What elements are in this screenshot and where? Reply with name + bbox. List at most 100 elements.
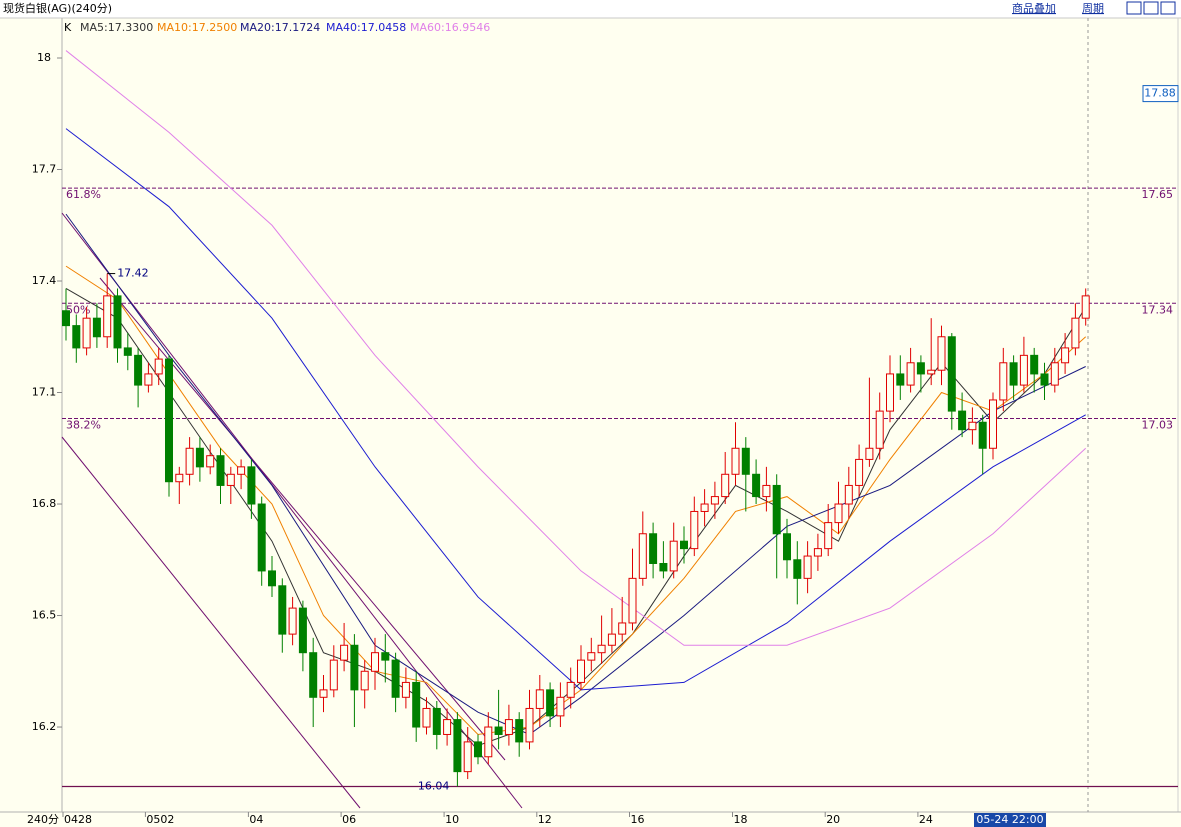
candle-body — [504, 719, 513, 735]
y-tick-label: 17.1 — [32, 386, 57, 399]
candle-body — [103, 295, 112, 338]
candle-body — [834, 503, 843, 524]
candle-body — [422, 707, 431, 728]
candle-body — [989, 399, 997, 449]
candle-body — [1009, 362, 1018, 386]
x-tick-label: 12 — [538, 813, 552, 826]
candle-body — [999, 362, 1008, 401]
candle-body — [371, 652, 379, 672]
candle-body — [515, 719, 524, 743]
candle-body — [803, 555, 812, 579]
candle-body — [1019, 354, 1028, 386]
candle-body — [978, 421, 987, 449]
candle-body — [350, 644, 359, 691]
price-box-label: 17.88 — [1144, 87, 1176, 100]
fib-value: 17.34 — [1142, 303, 1174, 316]
candle-body — [82, 317, 91, 349]
candle-body — [257, 503, 266, 572]
candle-body — [886, 373, 894, 412]
chart-title: 现货白银(AG)(240分) — [3, 1, 112, 15]
candle-body — [175, 473, 184, 483]
menu-period[interactable]: 周期 — [1082, 2, 1104, 15]
candle-body — [72, 325, 81, 349]
candle-body — [319, 689, 328, 698]
y-tick-label: 16.2 — [32, 720, 57, 733]
candle-body — [1071, 317, 1080, 349]
ma-line — [65, 50, 1087, 646]
candle-body — [535, 689, 544, 709]
x-tick-label: 04 — [249, 813, 263, 826]
candle-body — [762, 484, 771, 498]
candle-body — [947, 336, 956, 412]
price-box — [1142, 85, 1179, 103]
fib-label: 61.8% — [66, 188, 101, 201]
btn-full[interactable] — [1160, 1, 1176, 15]
candle-body — [731, 447, 740, 475]
y-tick-label: 16.8 — [32, 497, 57, 510]
channel-line — [61, 436, 361, 809]
candle-body — [268, 570, 276, 587]
candle-body — [916, 362, 925, 375]
candle-body — [144, 373, 153, 386]
candle-body — [597, 644, 606, 654]
candle-body — [741, 447, 750, 475]
candle-body — [752, 473, 761, 498]
series-label: K — [64, 21, 72, 34]
annotation: 16.04 — [418, 780, 450, 793]
channel-line — [99, 277, 506, 761]
candle-body — [906, 362, 915, 386]
candle-body — [360, 670, 369, 691]
candle-body — [865, 447, 874, 460]
candle-body — [453, 719, 462, 773]
candle-body — [813, 548, 822, 557]
candle-body — [546, 689, 555, 717]
candle-body — [649, 533, 658, 564]
candle-body — [824, 522, 833, 550]
candle-body — [844, 484, 853, 505]
candle-body — [484, 726, 493, 758]
y-tick-label: 16.5 — [32, 609, 57, 622]
candle-body — [1040, 373, 1049, 386]
candle-body — [680, 540, 688, 550]
legend-entry: MA40:17.0458 — [326, 21, 406, 34]
candle-body — [165, 358, 173, 483]
candle-body — [525, 707, 534, 743]
legend-entry: MA10:17.2500 — [157, 21, 237, 34]
candle-body — [195, 447, 204, 468]
x-tick-label: 24 — [919, 813, 933, 826]
btn-right[interactable] — [1143, 1, 1159, 15]
candle-body — [669, 540, 678, 572]
candle-body — [278, 585, 287, 635]
candle-body — [463, 741, 472, 773]
candle-body — [937, 336, 946, 371]
candle-body — [494, 726, 503, 735]
x-tick-label: 10 — [445, 813, 459, 826]
candle-body — [216, 455, 225, 486]
menu-overlay[interactable]: 商品叠加 — [1012, 1, 1056, 15]
candle-body — [1081, 295, 1090, 319]
candle-body — [793, 559, 802, 579]
candle-body — [577, 659, 585, 683]
candle-body — [443, 719, 452, 735]
fib-value: 17.03 — [1142, 419, 1174, 432]
candle-body — [226, 473, 235, 486]
candle-body — [185, 447, 194, 475]
channel-line — [61, 212, 523, 809]
candle-body — [1030, 354, 1039, 375]
candle-body — [721, 473, 730, 498]
candle-body — [587, 652, 596, 661]
candle-body — [412, 681, 421, 728]
candle-body — [1050, 362, 1059, 386]
candle-body — [556, 696, 565, 717]
candle-body — [401, 681, 410, 698]
candle-body — [690, 510, 699, 550]
legend-entry: MA20:17.1724 — [240, 21, 320, 34]
crosshair-box — [974, 813, 1046, 827]
candle-body — [288, 607, 297, 635]
candle-body — [700, 503, 709, 512]
candle-body — [247, 466, 256, 505]
candle-body — [206, 455, 215, 468]
x-tick-label: 20 — [826, 813, 840, 826]
btn-left[interactable] — [1126, 1, 1142, 15]
